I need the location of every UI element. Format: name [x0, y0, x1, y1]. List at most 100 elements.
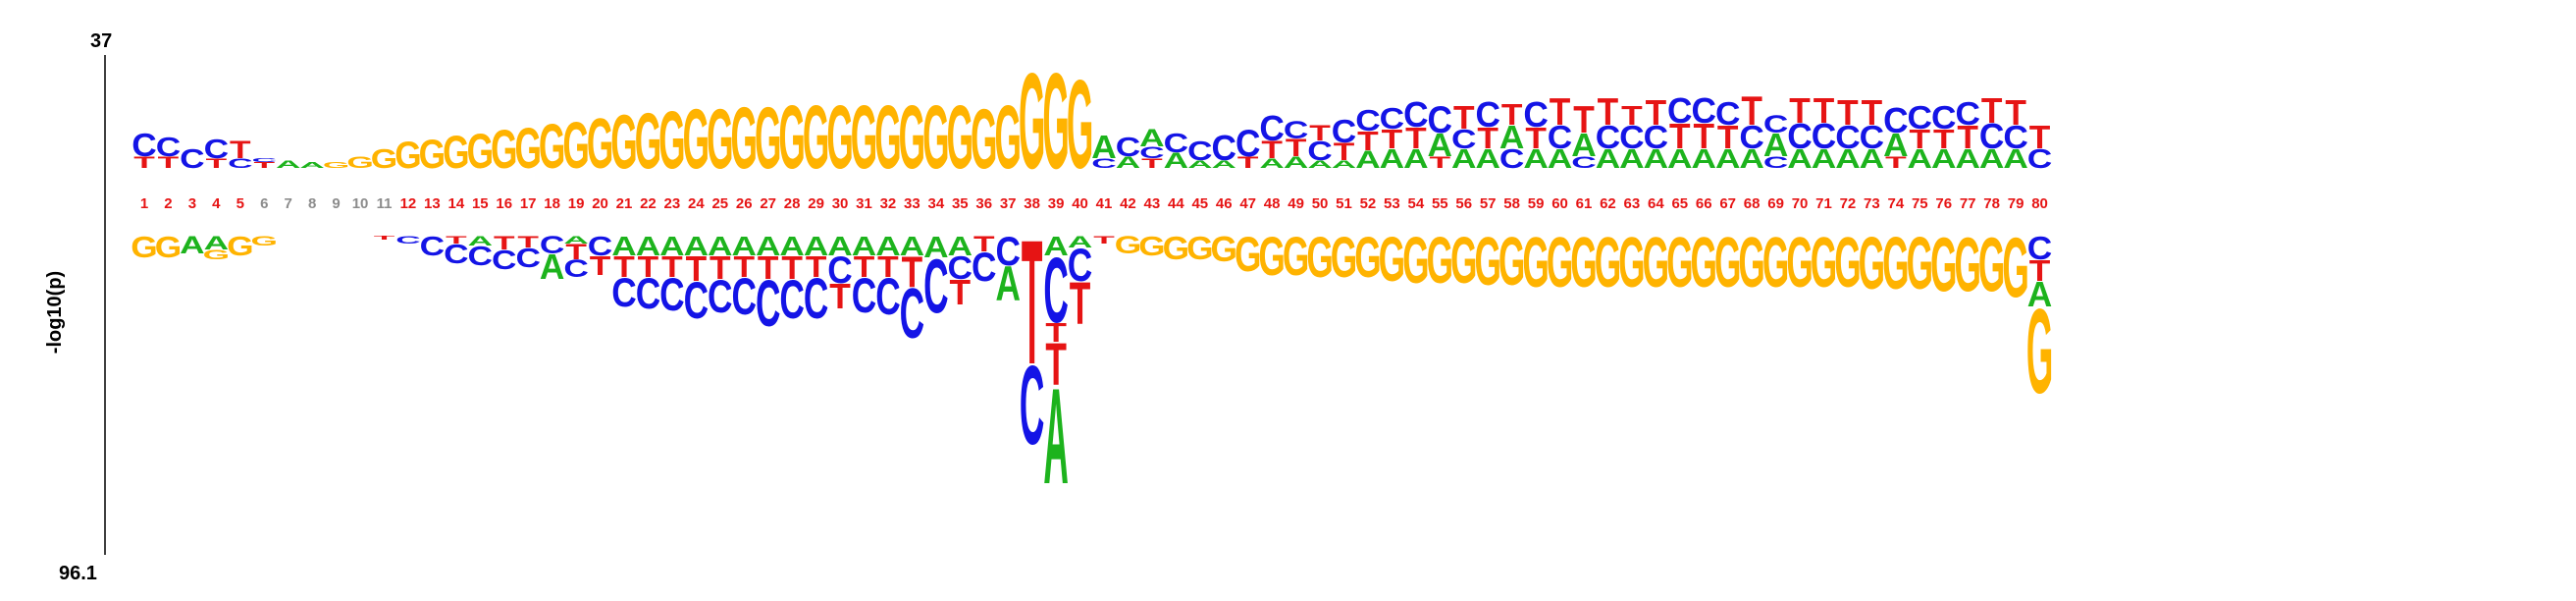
- glyph-G-pos-23-up-0: G: [658, 93, 685, 186]
- glyph-G-pos-30-up-0: G: [826, 86, 853, 188]
- glyph-A-pos-66-up-0: A: [1692, 143, 1717, 174]
- glyph-A-pos-8-up-0: A: [299, 161, 324, 170]
- position-label-76: 76: [1935, 195, 1952, 212]
- glyph-G-pos-43-down-0: G: [1138, 231, 1165, 261]
- glyph-C-pos-22-down-2: C: [636, 269, 660, 318]
- glyph-A-pos-39-down-0: A: [1043, 231, 1069, 261]
- glyph-A-pos-56-up-0: A: [1451, 143, 1477, 174]
- glyph-G-pos-66-down-0: G: [1691, 224, 1717, 302]
- glyph-C-pos-43-up-1: C: [1139, 143, 1165, 162]
- glyph-C-pos-61-up-0: C: [1571, 153, 1597, 172]
- position-label-34: 34: [928, 195, 945, 212]
- y-axis-bottom-label: 96.1: [59, 563, 97, 584]
- glyph-A-pos-64-up-0: A: [1644, 143, 1669, 174]
- glyph-T-pos-53-up-1: T: [1382, 124, 1403, 154]
- glyph-G-pos-10-up-0: G: [346, 153, 373, 172]
- glyph-A-pos-53-up-0: A: [1380, 143, 1405, 174]
- glyph-A-pos-21-down-0: A: [611, 231, 637, 261]
- position-label-3: 3: [188, 195, 196, 212]
- glyph-T-pos-67-up-1: T: [1717, 120, 1739, 156]
- glyph-T-pos-32-down-1: T: [877, 249, 899, 283]
- glyph-C-pos-32-down-2: C: [875, 267, 900, 326]
- glyph-C-pos-69-up-2: C: [1763, 111, 1788, 138]
- y-axis-top-label: 37: [90, 30, 112, 52]
- position-label-56: 56: [1455, 195, 1472, 212]
- glyph-C-pos-23-down-2: C: [659, 268, 684, 320]
- glyph-C-pos-49-up-2: C: [1284, 117, 1308, 144]
- position-label-27: 27: [760, 195, 776, 212]
- glyph-T-pos-4-up-0: T: [206, 156, 228, 172]
- glyph-C-pos-27-down-2: C: [756, 268, 780, 341]
- glyph-G-pos-44-down-0: G: [1163, 231, 1189, 267]
- glyph-T-pos-80-down-1: T: [2029, 253, 2051, 287]
- position-label-39: 39: [1048, 195, 1065, 212]
- glyph-C-pos-68-up-1: C: [1739, 120, 1763, 156]
- glyph-G-pos-11-up-0: G: [371, 143, 397, 174]
- position-label-74: 74: [1888, 195, 1905, 212]
- glyph-G-pos-2-down-0: G: [155, 230, 182, 263]
- glyph-C-pos-65-up-2: C: [1667, 91, 1692, 131]
- glyph-T-pos-24-down-1: T: [686, 249, 708, 289]
- position-label-52: 52: [1360, 195, 1377, 212]
- glyph-C-pos-67-up-2: C: [1715, 96, 1740, 133]
- position-label-18: 18: [544, 195, 560, 212]
- position-label-2: 2: [164, 195, 172, 212]
- glyph-T-pos-11-down-0: T: [374, 235, 395, 241]
- position-label-44: 44: [1168, 195, 1184, 212]
- glyph-C-pos-56-up-1: C: [1451, 124, 1477, 154]
- position-label-42: 42: [1120, 195, 1136, 212]
- glyph-G-pos-19-up-0: G: [562, 110, 589, 183]
- glyph-G-pos-58-down-0: G: [1498, 223, 1525, 300]
- glyph-T-pos-52-up-1: T: [1357, 126, 1379, 156]
- glyph-G-pos-68-down-0: G: [1738, 224, 1764, 302]
- glyph-A-pos-65-up-0: A: [1667, 143, 1693, 174]
- position-label-28: 28: [784, 195, 801, 212]
- position-label-32: 32: [880, 195, 897, 212]
- glyph-G-pos-69-down-0: G: [1762, 224, 1789, 302]
- position-label-23: 23: [664, 195, 681, 212]
- glyph-C-pos-60-up-1: C: [1548, 120, 1572, 156]
- position-label-79: 79: [2008, 195, 2024, 212]
- glyph-G-pos-15-up-0: G: [467, 125, 494, 179]
- position-label-5: 5: [237, 195, 244, 212]
- glyph-A-pos-33-down-0: A: [900, 231, 925, 261]
- glyph-G-pos-76-down-0: G: [1930, 221, 1957, 307]
- position-label-10: 10: [352, 195, 369, 212]
- glyph-C-pos-76-up-2: C: [1931, 100, 1956, 137]
- position-label-9: 9: [332, 195, 340, 212]
- glyph-A-pos-74-up-1: A: [1883, 128, 1908, 164]
- glyph-T-pos-16-down-0: T: [494, 233, 515, 254]
- glyph-A-pos-67-up-0: A: [1715, 143, 1741, 174]
- position-label-4: 4: [212, 195, 221, 212]
- glyph-A-pos-55-up-1: A: [1428, 128, 1452, 164]
- glyph-T-pos-26-down-1: T: [733, 249, 755, 283]
- glyph-C-pos-38-down-1: C: [1020, 343, 1044, 467]
- glyph-C-pos-24-down-2: C: [684, 271, 709, 330]
- glyph-T-pos-40-down-2: T: [1070, 270, 1091, 338]
- glyph-A-pos-26-down-0: A: [732, 231, 758, 261]
- glyph-G-pos-5-down-0: G: [227, 231, 253, 261]
- glyph-G-pos-24-up-0: G: [683, 90, 710, 186]
- glyph-C-pos-16-down-1: C: [492, 245, 517, 275]
- glyph-C-pos-53-up-2: C: [1380, 101, 1404, 135]
- position-label-61: 61: [1576, 195, 1593, 212]
- position-label-65: 65: [1671, 195, 1688, 212]
- glyph-T-pos-57-up-1: T: [1477, 121, 1498, 154]
- position-label-48: 48: [1264, 195, 1281, 212]
- position-label-8: 8: [308, 195, 316, 212]
- glyph-T-pos-61-up-2: T: [1573, 97, 1595, 140]
- glyph-G-pos-46-down-0: G: [1211, 230, 1237, 269]
- glyph-A-pos-29-down-0: A: [804, 231, 829, 261]
- glyph-G-pos-37-up-0: G: [994, 86, 1021, 188]
- glyph-G-pos-26-up-0: G: [731, 90, 758, 188]
- position-label-22: 22: [640, 195, 657, 212]
- glyph-C-pos-36-down-1: C: [972, 245, 996, 290]
- glyph-G-pos-55-down-0: G: [1427, 225, 1453, 298]
- glyph-T-pos-68-up-2: T: [1741, 88, 1762, 134]
- glyph-A-pos-79-up-0: A: [2003, 143, 2028, 174]
- glyph-C-pos-30-down-1: C: [827, 247, 852, 291]
- glyph-A-pos-4-down-0: A: [204, 233, 229, 254]
- glyph-A-pos-50-up-0: A: [1307, 158, 1333, 171]
- glyph-A-pos-41-up-1: A: [1091, 130, 1116, 166]
